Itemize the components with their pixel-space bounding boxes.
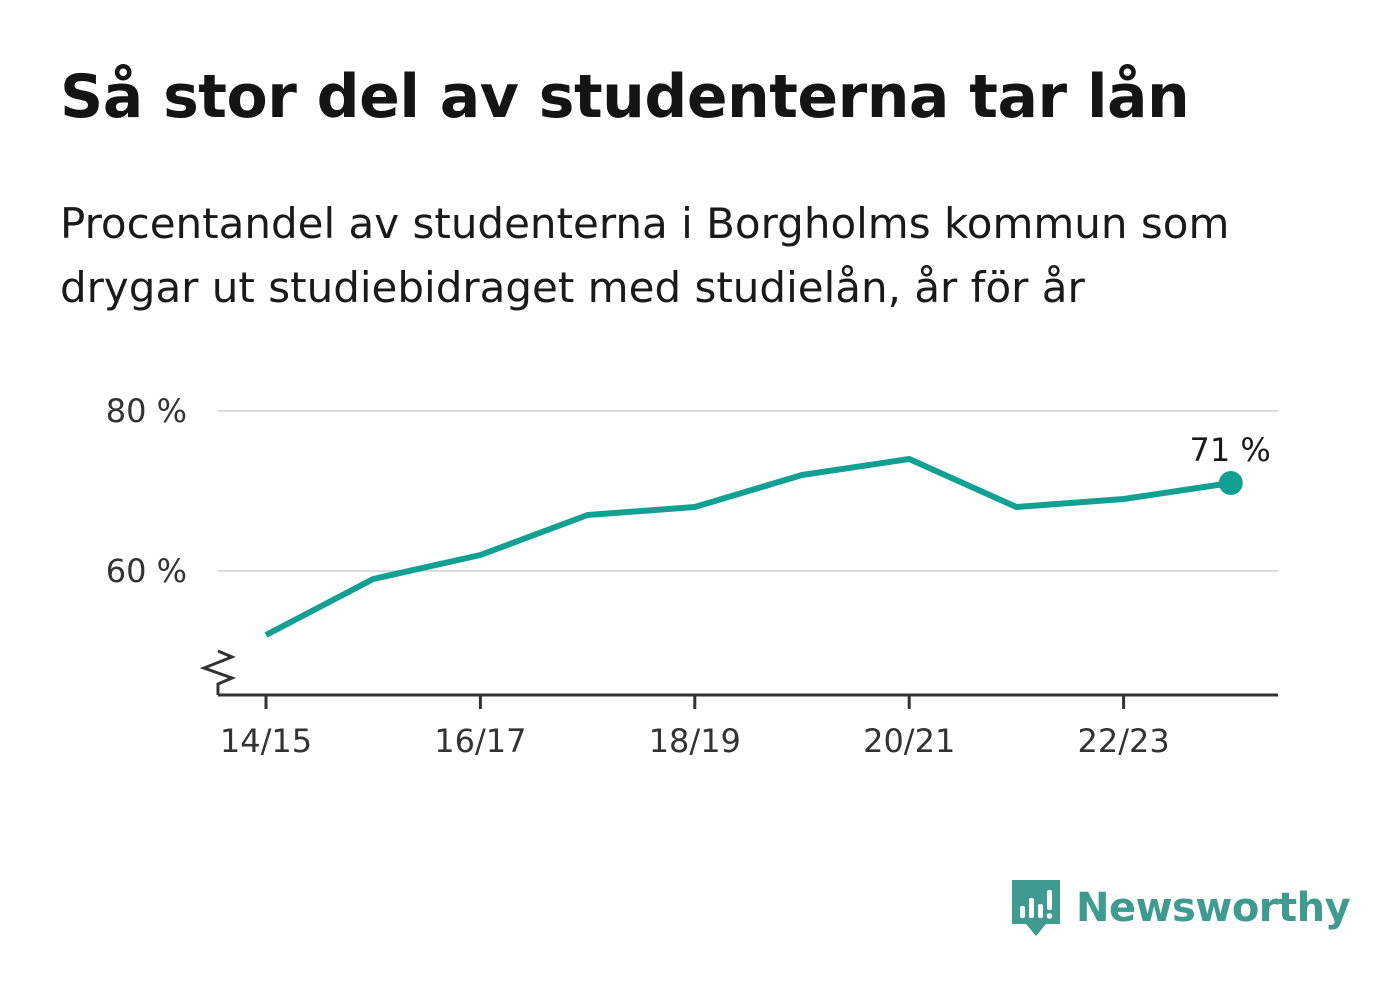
brand-logo: Newsworthy	[1010, 878, 1351, 938]
last-value-label: 71 %	[1190, 431, 1271, 469]
data-labels: 71 %	[1190, 431, 1271, 495]
chart-title: Så stor del av studenterna tar lån	[60, 62, 1190, 132]
chart-subtitle: Procentandel av studenterna i Borgholms …	[60, 199, 1230, 312]
last-point-marker	[1218, 471, 1243, 495]
x-tick-label: 22/23	[1077, 722, 1169, 760]
y-tick-label: 80 %	[106, 392, 187, 430]
brand-name: Newsworthy	[1076, 885, 1351, 931]
y-axis-labels: 60 % 80 %	[106, 392, 187, 590]
x-axis: 14/15 16/17 18/19 20/21 22/23	[199, 649, 1278, 760]
newsworthy-logo-icon	[1012, 880, 1060, 936]
x-tick-label: 16/17	[434, 722, 526, 760]
gridlines	[218, 410, 1278, 572]
series-lines	[264, 456, 1232, 638]
x-tick-label: 14/15	[220, 722, 312, 760]
x-tick-label: 18/19	[649, 722, 741, 760]
axis-break-mark	[199, 649, 237, 695]
line-chart: 60 % 80 % 14/15 16/17 18/19 20/21 22/23 71 %	[106, 392, 1278, 760]
y-tick-label: 60 %	[106, 552, 187, 590]
series-line	[264, 456, 1232, 638]
x-tick-label: 20/21	[863, 722, 955, 760]
